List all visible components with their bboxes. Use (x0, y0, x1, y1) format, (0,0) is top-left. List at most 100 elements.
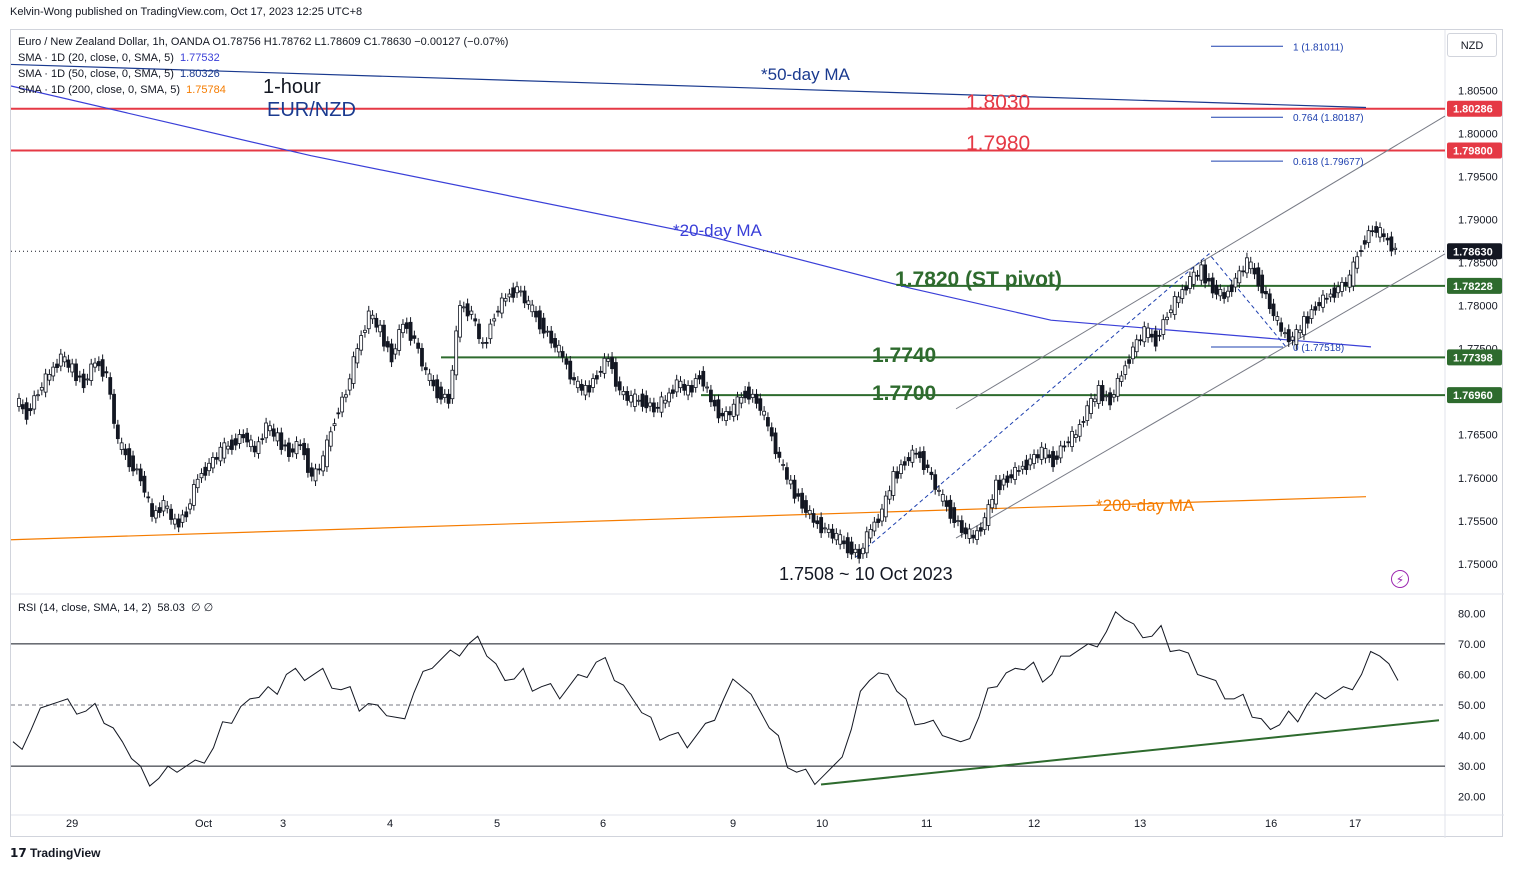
sma200-line (11, 496, 1367, 541)
candle-body (241, 434, 246, 439)
x-tick-label: 29 (66, 818, 78, 830)
candle-body (579, 383, 584, 391)
x-tick-label: 17 (1349, 818, 1361, 830)
rsi-trendline (820, 719, 1440, 786)
candle-body (245, 432, 249, 443)
candle-body (503, 298, 508, 302)
candle-body (598, 370, 603, 373)
x-tick-label: 4 (387, 818, 393, 830)
candle-body (39, 387, 44, 391)
candle-body (781, 464, 786, 466)
candle-body (739, 396, 744, 404)
candle-body (1222, 292, 1227, 299)
candle-body (906, 457, 911, 462)
candle-body (1385, 237, 1390, 241)
candle-body (271, 428, 276, 437)
candle-body (785, 467, 789, 480)
candle-body (123, 448, 128, 456)
candle-body (1157, 334, 1162, 337)
candle-body (229, 439, 234, 450)
candle-body (876, 518, 881, 523)
candle-body (720, 412, 725, 417)
candle-body (823, 527, 827, 530)
candle-body (1066, 441, 1071, 444)
candle-body (1100, 385, 1105, 402)
candle-body (70, 363, 75, 373)
candle-body (20, 404, 25, 410)
candle-body (686, 385, 690, 396)
support-1-annotation: 1.7740 (872, 344, 936, 367)
currency-button[interactable]: NZD (1447, 33, 1497, 57)
ma20-annotation: *20-day MA (673, 221, 762, 240)
candle-body (321, 455, 326, 472)
lightning-icon[interactable]: ⚡ (1391, 570, 1409, 588)
candle-body (1020, 465, 1025, 470)
candle-body (142, 475, 147, 493)
candle-body (655, 406, 660, 409)
candle-body (340, 396, 345, 413)
candle-body (834, 532, 839, 541)
candle-body (766, 417, 770, 427)
candle-body (1362, 240, 1367, 245)
candle-body (176, 518, 181, 528)
candle-body (104, 371, 109, 374)
price-label-text: 1.77398 (1453, 352, 1493, 364)
legend-sma50-label: SMA · 1D (50, close, 0, SMA, 5) (18, 68, 174, 80)
candle-body (275, 432, 280, 442)
sma20-line (11, 85, 1372, 348)
candle-body (74, 363, 78, 382)
candle-body (134, 468, 139, 471)
rsi-tick-label: 30.00 (1458, 761, 1486, 773)
price-label-text: 1.76960 (1453, 390, 1493, 402)
candle-body (674, 379, 679, 393)
candle-body (914, 452, 919, 455)
candle-body (549, 330, 554, 344)
candle-body (488, 323, 493, 340)
candle-body (496, 310, 500, 313)
support-2-annotation: 1.7700 (872, 382, 936, 405)
candle-body (1191, 271, 1196, 285)
candle-body (81, 373, 86, 389)
candle-body (1127, 359, 1131, 364)
candle-body (1096, 385, 1101, 404)
candle-body (302, 442, 307, 456)
candle-body (17, 397, 21, 407)
candle-body (883, 495, 888, 518)
candle-body (256, 441, 261, 454)
candle-body (800, 492, 805, 509)
candle-body (499, 297, 504, 314)
candle-body (1324, 297, 1329, 300)
candle-body (1347, 274, 1352, 288)
candle-body (697, 375, 702, 380)
candle-body (1260, 274, 1265, 294)
candle-body (96, 361, 101, 367)
candle-body (1264, 291, 1268, 295)
candle-body (758, 398, 763, 411)
candle-body (997, 479, 1002, 491)
x-tick-label: 9 (730, 818, 736, 830)
candle-body (1305, 316, 1310, 324)
candle-body (644, 395, 649, 409)
chart-canvas[interactable]: 1.80500 1.80000 1.79500 1.79000 1.78500 1.780… (11, 30, 1504, 838)
candle-body (819, 517, 824, 534)
candle-body (522, 290, 527, 304)
candle-body (427, 373, 432, 382)
candle-body (62, 356, 67, 363)
candle-body (556, 344, 561, 353)
candle-body (207, 462, 211, 472)
chart-frame[interactable]: 1.80500 1.80000 1.79500 1.79000 1.78500 1.780… (10, 29, 1504, 838)
rsi-tick-label: 40.00 (1458, 731, 1486, 743)
candle-body (575, 380, 580, 389)
candle-body (868, 529, 873, 539)
candle-body (541, 317, 546, 334)
candle-body (940, 494, 945, 502)
legend-main-text: Euro / New Zealand Dollar, 1h, OANDA O1.… (18, 36, 509, 48)
candle-body (450, 369, 455, 400)
candle-body (667, 392, 671, 403)
candle-body (899, 464, 903, 474)
channel-lower-line (955, 253, 1446, 539)
candle-body (1207, 277, 1211, 282)
candle-body (1024, 459, 1029, 471)
fib-level-label: 1 (1.81011) (1293, 42, 1343, 53)
candle-body (1169, 309, 1173, 314)
